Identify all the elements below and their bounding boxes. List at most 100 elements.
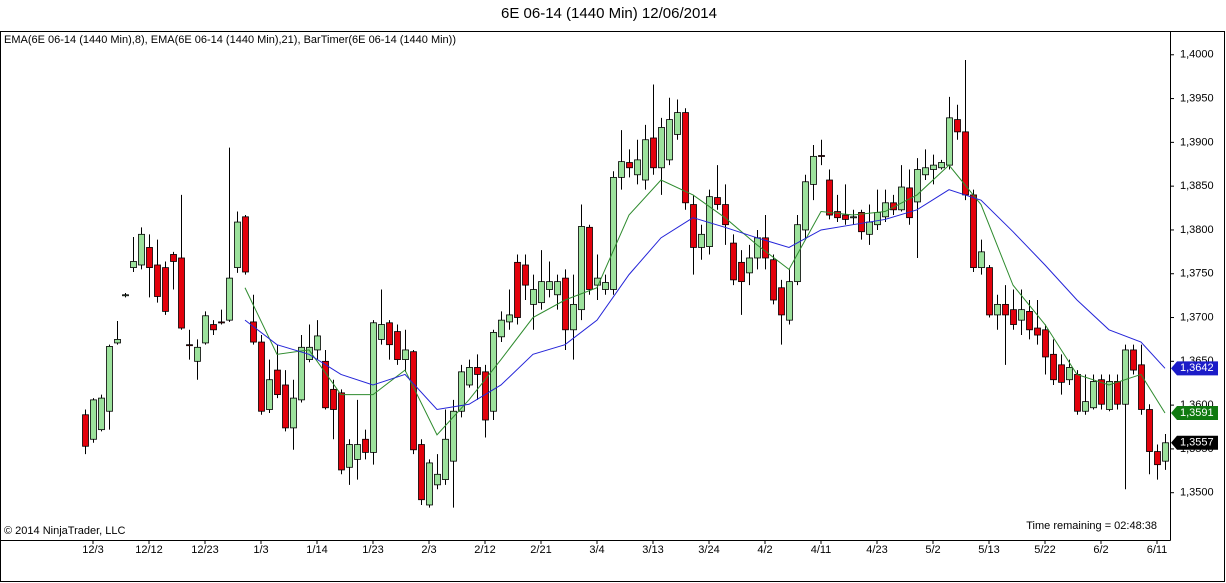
candle-body [714, 197, 721, 205]
candle-body [1122, 349, 1129, 405]
candle-body [402, 349, 409, 360]
candle-body [370, 322, 377, 453]
candle-body [618, 161, 625, 178]
candle-body [442, 438, 449, 480]
candle-body [410, 351, 417, 451]
candle-body [858, 212, 865, 233]
x-tick-label: 4/11 [811, 544, 832, 556]
candle-body [578, 226, 585, 311]
candle-body [1082, 401, 1089, 412]
y-tick-label: 1,3750 [1180, 268, 1214, 280]
candle-body [754, 237, 761, 259]
candle-body [1114, 381, 1121, 405]
candle-body [194, 346, 201, 362]
candle-body [210, 324, 217, 331]
candle-body [98, 397, 105, 431]
candle-body [490, 332, 497, 412]
candle-body [378, 324, 385, 340]
candle-body [1146, 409, 1153, 452]
candle-body [82, 414, 89, 447]
chart-title: 6E 06-14 (1440 Min) 12/06/2014 [501, 5, 717, 22]
x-tick-label: 12/23 [191, 544, 219, 556]
candle-body [874, 212, 881, 226]
candle-body [466, 367, 473, 386]
candle-body [1034, 327, 1041, 336]
candle-body [258, 341, 265, 412]
candle-body [546, 281, 553, 290]
candle-body [762, 237, 769, 259]
y-tick-label: 1,3950 [1180, 92, 1214, 104]
candle-body [1154, 451, 1161, 466]
price-marker [1171, 361, 1218, 376]
candle-body [906, 187, 913, 219]
candle-body [610, 176, 617, 290]
candle-body [682, 112, 689, 204]
candle-body [810, 155, 817, 185]
candle-body [218, 321, 225, 324]
candle-body [146, 247, 153, 269]
candle-body [354, 444, 361, 460]
candle-body [234, 221, 241, 269]
candle-body [930, 164, 937, 170]
candle-body [1042, 329, 1049, 358]
candle-body [474, 367, 481, 375]
x-tick-label: 1/3 [253, 544, 268, 556]
candle-body [1162, 442, 1169, 462]
candle-body [106, 346, 113, 412]
candle-body [186, 344, 193, 347]
price-marker-label: 1,3591 [1180, 407, 1214, 419]
candle-body [434, 473, 441, 486]
candle-body [538, 281, 545, 304]
candle-body [498, 319, 505, 338]
candle-body [1026, 310, 1033, 331]
candle-body [650, 137, 657, 169]
candle-body [450, 410, 457, 462]
x-tick-label: 2/21 [530, 544, 551, 556]
candle-body [330, 388, 337, 410]
x-tick-label: 5/2 [925, 544, 940, 556]
candle-body [162, 267, 169, 312]
candle-body [866, 221, 873, 235]
candle-body [1130, 349, 1137, 371]
candle-body [138, 233, 145, 266]
candle-body [626, 162, 633, 169]
candle-body [826, 179, 833, 216]
candle-body [946, 117, 953, 166]
candle-body [130, 261, 137, 269]
candle-body [298, 346, 305, 401]
candle-body [658, 127, 665, 169]
candle-body [1090, 381, 1097, 409]
candle-body [530, 289, 537, 305]
candle-body [506, 314, 513, 323]
candle-body [282, 384, 289, 429]
ema-line [244, 189, 1166, 411]
candle-body [834, 211, 841, 219]
candle-body [802, 181, 809, 231]
x-tick-label: 12/3 [82, 544, 103, 556]
candle-body [602, 282, 609, 290]
candle-body [850, 216, 857, 219]
price-marker [1171, 435, 1218, 450]
x-tick-label: 3/24 [698, 544, 719, 556]
candle-body [1002, 303, 1009, 316]
candle-body [1106, 381, 1113, 410]
x-tick-label: 3/13 [642, 544, 663, 556]
candle-body [250, 321, 257, 343]
candle-body [346, 444, 353, 468]
subtitle: EMA(6E 06-14 (1440 Min),8), EMA(6E 06-14… [4, 34, 456, 46]
candle-body [978, 251, 985, 269]
candle-body [1074, 374, 1081, 412]
x-tick-label: 5/13 [978, 544, 999, 556]
frame [0, 31, 1225, 582]
candle-body [698, 233, 705, 248]
candle-body [842, 214, 849, 220]
y-tick-label: 1,3900 [1180, 136, 1214, 148]
candle-body [114, 339, 121, 344]
candle-body [746, 257, 753, 274]
candle-body [914, 169, 921, 203]
candle-body [562, 277, 569, 331]
x-tick-label: 1/14 [306, 544, 327, 556]
candle-body [586, 226, 593, 290]
